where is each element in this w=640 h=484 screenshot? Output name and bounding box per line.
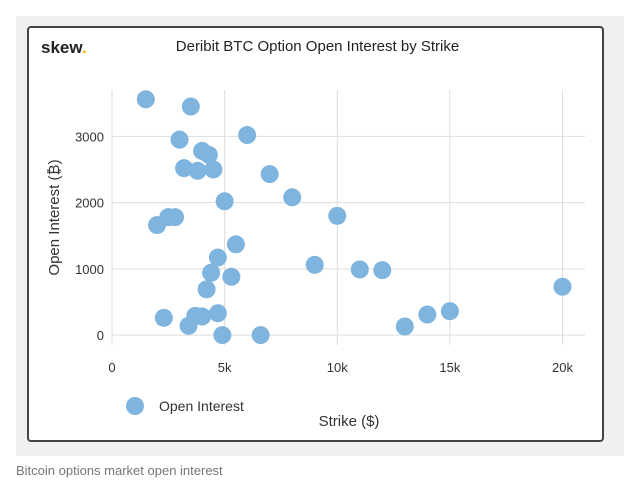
- data-point: [373, 261, 392, 280]
- data-point: [226, 235, 245, 254]
- chart-card: skew. Deribit BTC Option Open Interest b…: [27, 26, 604, 442]
- x-axis-title: Strike ($): [319, 413, 380, 430]
- data-point: [395, 317, 414, 336]
- data-point: [553, 277, 572, 296]
- y-axis-title: Open Interest (₿): [46, 159, 63, 275]
- y-tick-label: 0: [97, 328, 104, 343]
- x-tick-label: 20k: [552, 360, 573, 375]
- data-point: [222, 267, 241, 286]
- x-tick-label: 15k: [439, 360, 460, 375]
- data-point: [213, 326, 232, 345]
- data-point: [166, 208, 185, 227]
- data-point: [328, 206, 347, 225]
- data-point: [181, 97, 200, 116]
- x-tick-label: 5k: [218, 360, 232, 375]
- data-point: [179, 316, 198, 335]
- y-tick-label: 1000: [75, 262, 104, 277]
- data-point: [208, 304, 227, 323]
- legend-label: Open Interest: [159, 398, 244, 414]
- data-point: [188, 161, 207, 180]
- logo-dot: .: [81, 38, 87, 57]
- data-point: [148, 216, 167, 235]
- scatter-plot: 0 5k 10k 15k 20k 0 1000 2000 3000 Strike ($) Open …: [46, 90, 585, 430]
- data-point: [170, 130, 189, 149]
- y-tick-label: 3000: [75, 129, 104, 144]
- chart-title: Deribit BTC Option Open Interest by Stri…: [175, 38, 460, 55]
- legend-marker: [126, 397, 144, 415]
- logo-text: skew: [41, 38, 82, 57]
- data-point: [215, 192, 234, 211]
- data-point: [136, 90, 155, 109]
- data-point: [199, 145, 218, 164]
- data-point: [202, 263, 221, 282]
- data-point: [193, 307, 212, 326]
- data-point: [350, 260, 369, 279]
- data-point: [175, 159, 194, 178]
- data-point: [208, 248, 227, 267]
- data-point: [197, 280, 216, 299]
- x-tick-label: 10k: [327, 360, 348, 375]
- data-point: [440, 302, 459, 321]
- y-tick-label: 2000: [75, 196, 104, 211]
- data-point: [418, 305, 437, 324]
- data-point: [238, 126, 257, 145]
- data-point: [260, 165, 279, 184]
- data-point: [154, 308, 173, 327]
- data-point: [283, 188, 302, 207]
- data-point: [204, 160, 223, 179]
- image-caption: Bitcoin options market open interest: [16, 463, 223, 478]
- skew-logo: skew.: [41, 38, 87, 58]
- x-tick-label: 0: [108, 360, 115, 375]
- data-point: [305, 255, 324, 274]
- data-point: [251, 326, 270, 345]
